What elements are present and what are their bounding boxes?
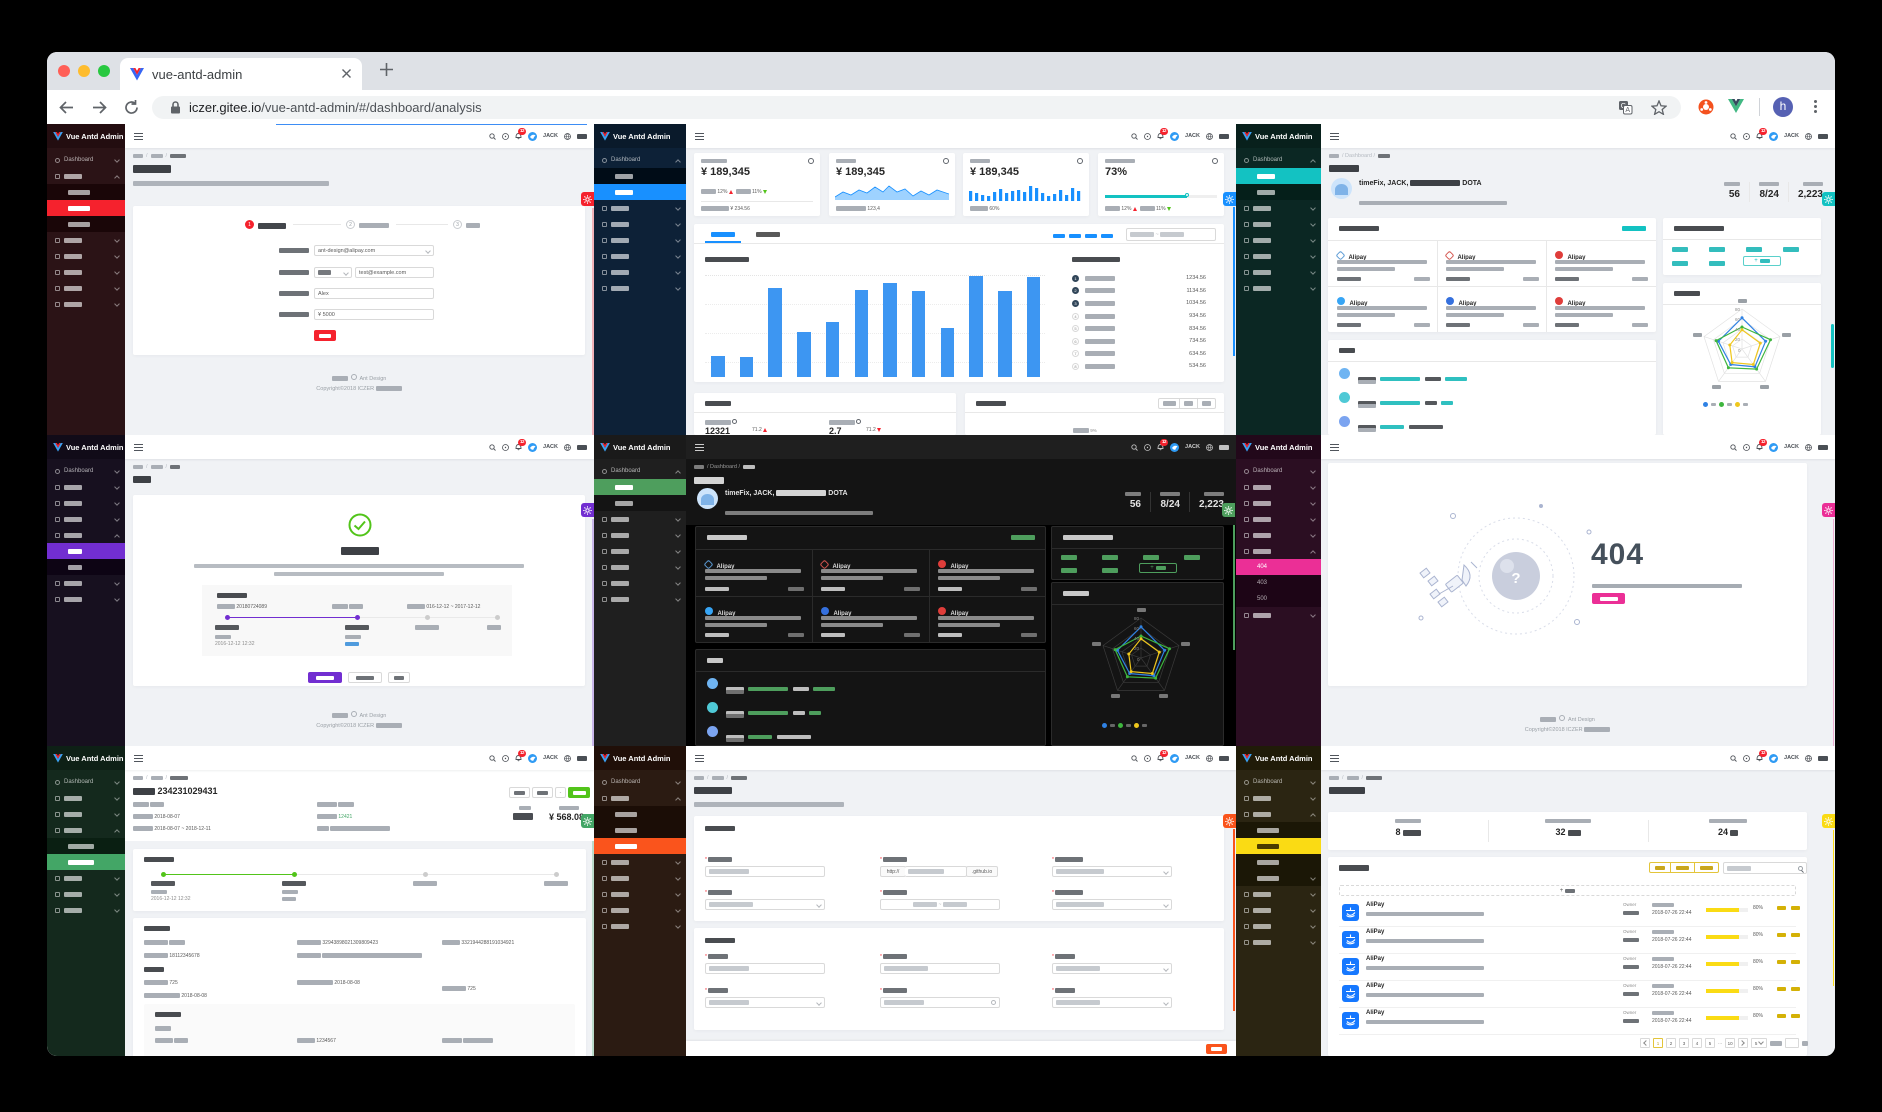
svg-text:40: 40: [1134, 636, 1140, 641]
svg-text:0: 0: [1137, 657, 1140, 662]
svg-text:A: A: [1625, 107, 1630, 114]
svg-text:?: ?: [1511, 570, 1520, 587]
svg-text:20: 20: [1735, 337, 1741, 342]
svg-text:0: 0: [1738, 348, 1741, 353]
svg-text:60: 60: [1735, 317, 1741, 322]
svg-text:80: 80: [1134, 616, 1140, 621]
svg-text:80: 80: [1735, 307, 1741, 312]
svg-text:60: 60: [1134, 626, 1140, 631]
svg-text:20: 20: [1134, 646, 1140, 651]
svg-text:40: 40: [1735, 327, 1741, 332]
